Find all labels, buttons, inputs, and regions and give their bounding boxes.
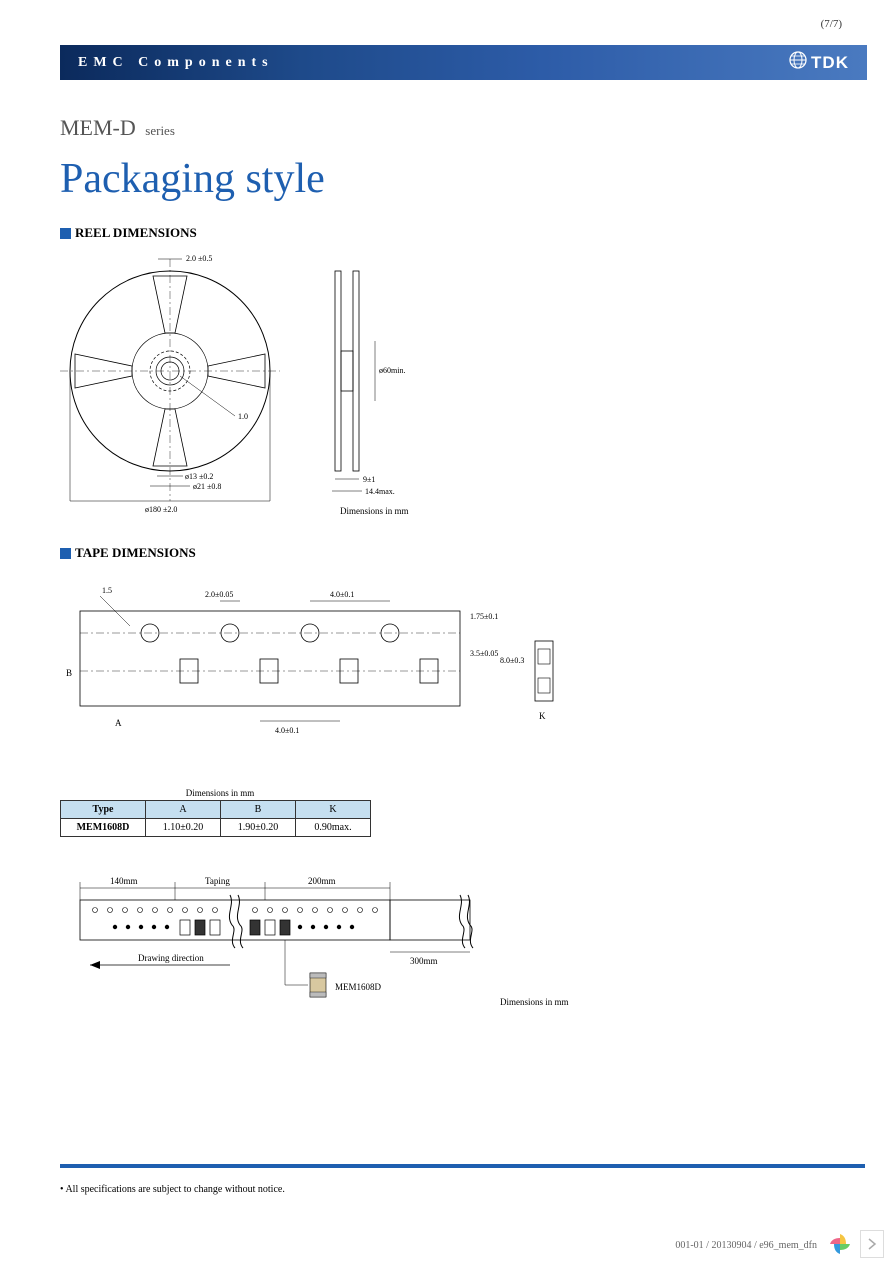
label-B: B [66, 668, 72, 678]
table-row: MEM1608D 1.10±0.20 1.90±0.20 0.90max. [61, 819, 371, 837]
reel-section: REEL DIMENSIONS 2.0 ±0.5 1.0 [60, 225, 420, 516]
table-caption: Dimensions in mm [60, 788, 380, 798]
section-title: TAPE DIMENSIONS [75, 545, 196, 561]
direction-label: Drawing direction [138, 953, 204, 963]
next-page-button[interactable] [860, 1230, 884, 1258]
section-header: TAPE DIMENSIONS [60, 545, 580, 561]
dim-sprocket-pitch: 4.0±0.1 [330, 590, 354, 599]
dim-pocket-v: 3.5±0.05 [470, 649, 498, 658]
reel-diagram: 2.0 ±0.5 1.0 ø13 ±0.2 ø21 ±0.8 ø180 ±2.0 [60, 251, 420, 516]
dim-hole-d: 1.5 [102, 586, 112, 595]
cell-B: 1.90±0.20 [221, 819, 296, 837]
brand-logo-text: TDK [811, 53, 849, 73]
label-K: K [539, 711, 546, 721]
dim-hole-pitch: 2.0±0.05 [205, 590, 233, 599]
chevron-right-icon [867, 1238, 877, 1250]
footer-code: 001-01 / 20130904 / e96_mem_dfn [675, 1240, 817, 1251]
dimensions-table: Type A B K MEM1608D 1.10±0.20 1.90±0.20 … [60, 800, 371, 837]
seg3: 200mm [308, 876, 336, 886]
cell-K: 0.90max. [296, 819, 371, 837]
chip-label: MEM1608D [335, 982, 382, 992]
reel-caption: Dimensions in mm [340, 506, 409, 516]
cell-type: MEM1608D [61, 819, 146, 837]
seg1: 140mm [110, 876, 138, 886]
header-bar: EMC Components TDK [60, 45, 867, 80]
series-label: MEM-D series [60, 115, 175, 141]
col-B: B [221, 801, 296, 819]
dimensions-table-section: Dimensions in mm Type A B K MEM1608D 1.1… [60, 788, 380, 837]
dim-pocket-pitch: 4.0±0.1 [275, 726, 299, 735]
dim-d-outer: ø180 ±2.0 [145, 505, 177, 514]
dim-top-margin: 1.75±0.1 [470, 612, 498, 621]
tdk-globe-icon [789, 51, 807, 74]
leader-caption: Dimensions in mm [500, 997, 569, 1007]
footer-note: • All specifications are subject to chan… [60, 1184, 285, 1195]
dim-tape-w: 8.0±0.3 [500, 656, 524, 665]
bottom-toolbar [826, 1230, 884, 1258]
section-title: REEL DIMENSIONS [75, 225, 197, 241]
tape-diagram: 1.5 2.0±0.05 4.0±0.1 1.75±0.1 3.5±0.05 8… [60, 571, 580, 751]
bullet-icon [60, 228, 71, 239]
col-type: Type [61, 801, 146, 819]
pinwheel-icon[interactable] [826, 1230, 854, 1258]
dim-side-w2: 14.4max. [365, 487, 395, 496]
page-number: (7/7) [821, 18, 842, 30]
trailer: 300mm [410, 956, 438, 966]
dim-d-inner2: ø21 ±0.8 [193, 482, 221, 491]
dim-leader-num: 1.0 [238, 412, 248, 421]
seg2: Taping [205, 876, 230, 886]
page-title: Packaging style [60, 155, 325, 203]
col-K: K [296, 801, 371, 819]
dim-top-slot: 2.0 ±0.5 [186, 254, 212, 263]
dim-d-inner1: ø13 ±0.2 [185, 472, 213, 481]
leader-diagram: 140mm Taping 200mm [60, 870, 600, 1020]
dim-side-w1: 9±1 [363, 475, 375, 484]
cell-A: 1.10±0.20 [146, 819, 221, 837]
dim-side-h: ø60min. [379, 366, 405, 375]
series-suffix: series [145, 123, 175, 138]
footer-rule [60, 1164, 865, 1168]
label-A: A [115, 718, 122, 728]
header-title: EMC Components [78, 55, 274, 71]
brand-logo: TDK [789, 51, 849, 74]
section-header: REEL DIMENSIONS [60, 225, 420, 241]
tape-section: TAPE DIMENSIONS 1.5 [60, 545, 580, 751]
series-name: MEM-D [60, 115, 136, 140]
table-header-row: Type A B K [61, 801, 371, 819]
col-A: A [146, 801, 221, 819]
bullet-icon [60, 548, 71, 559]
